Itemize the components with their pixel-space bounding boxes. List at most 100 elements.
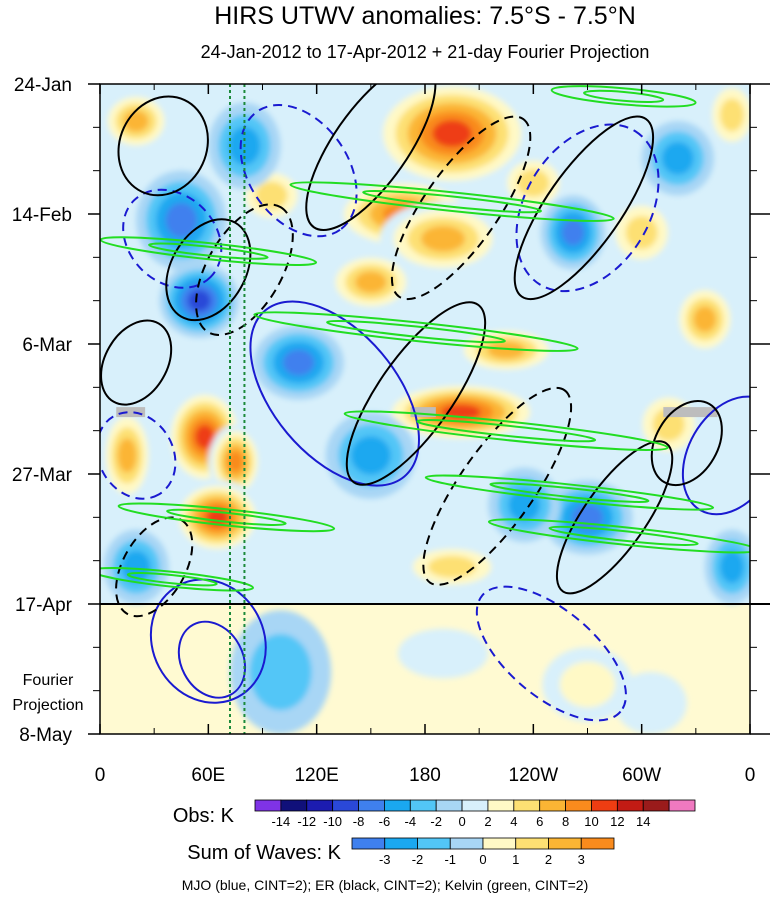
waves-colorbar: -3 -2 -1 0 1 2 3 xyxy=(351,837,615,867)
colorbar-level-label: -14 xyxy=(271,814,290,829)
colorbar-swatch xyxy=(539,799,566,812)
y-tick-label: 24-Jan xyxy=(14,75,72,96)
anomaly-blob xyxy=(719,98,744,132)
anomaly-blob xyxy=(227,451,244,473)
anomaly-layer xyxy=(100,84,750,734)
colorbar-level-label: -2 xyxy=(412,852,424,867)
mjo-contour xyxy=(239,104,358,238)
projection-label-line2: Projection xyxy=(12,697,83,714)
er-contour xyxy=(117,95,209,197)
colorbar-level-label: 12 xyxy=(610,814,624,829)
anomaly-blob xyxy=(123,110,149,132)
anomaly-blob xyxy=(350,436,391,475)
colorbar-level-label: 0 xyxy=(458,814,465,829)
anomaly-blob xyxy=(282,349,315,376)
anomaly-blob xyxy=(428,555,477,578)
colorbar-swatch xyxy=(306,799,334,812)
colorbar-swatch xyxy=(668,799,696,812)
colorbar-level-label: 4 xyxy=(510,814,517,829)
kelvin-contour xyxy=(548,525,699,547)
mjo-contour xyxy=(249,300,420,487)
kelvin-contour xyxy=(166,508,287,526)
missing-data-layer xyxy=(116,407,718,418)
colorbar-level-label: 8 xyxy=(562,814,569,829)
colorbar-swatch xyxy=(461,799,489,812)
anomaly-blob xyxy=(432,120,472,148)
anomaly-blob xyxy=(397,628,489,679)
colorbar-swatch xyxy=(384,837,418,850)
x-axis: 0 60E 120E 180 120W 60W 0 xyxy=(95,84,755,786)
y-tick-label: 6-Mar xyxy=(22,335,72,356)
mjo-contour xyxy=(515,123,660,293)
kelvin-contour xyxy=(489,482,650,503)
kelvin-contour xyxy=(424,474,715,511)
er-contour xyxy=(305,84,437,231)
kelvin-contour xyxy=(487,518,750,554)
er-contour xyxy=(100,319,173,406)
kelvin-contour xyxy=(117,502,336,533)
colorbar-level-label: -2 xyxy=(430,814,442,829)
colorbar-swatch xyxy=(591,799,618,812)
colorbar-swatch xyxy=(351,837,386,850)
colorbar-level-label: -4 xyxy=(405,814,417,829)
kelvin-contour xyxy=(326,319,506,344)
kelvin-contour xyxy=(126,572,218,587)
obs-colorbar: -14 -12 -10 -8 -6 -4 -2 0 2 4 6 8 10 12 14 xyxy=(254,799,696,829)
x-tick-label: 180 xyxy=(409,765,441,786)
er-contour xyxy=(195,203,294,336)
chart-subtitle: 24-Jan-2012 to 17-Apr-2012 + 21-day Four… xyxy=(201,42,650,62)
colorbar-swatch xyxy=(565,799,592,812)
er-contour xyxy=(650,400,723,487)
kelvin-contour xyxy=(100,566,255,592)
obs-colorbar-label: Obs: K xyxy=(173,805,235,827)
chart-title: HIRS UTWV anomalies: 7.5°S - 7.5°N xyxy=(214,2,636,30)
colorbar-level-label: -3 xyxy=(379,852,391,867)
colorbar-level-label: 14 xyxy=(636,814,650,829)
colorbar-swatch xyxy=(487,799,515,812)
wave-contour-layer xyxy=(100,84,750,722)
kelvin-contour xyxy=(550,85,697,108)
anomaly-blob xyxy=(625,216,658,250)
mjo-contour xyxy=(475,585,627,722)
kelvin-contour xyxy=(416,419,597,443)
anomaly-blob xyxy=(719,550,744,584)
mjo-contour xyxy=(149,578,267,704)
colorbar-level-label: 6 xyxy=(536,814,543,829)
kelvin-contour xyxy=(343,410,669,452)
er-contour xyxy=(390,115,532,301)
anomaly-blob xyxy=(487,341,526,359)
colorbar-swatch xyxy=(513,799,541,812)
x-tick-label: 60E xyxy=(191,765,225,786)
anomaly-blob xyxy=(421,225,466,252)
anomaly-blob xyxy=(249,634,312,711)
anomaly-blob xyxy=(117,438,137,473)
colorbar-swatch xyxy=(616,799,644,812)
colorbar-swatch xyxy=(515,837,549,850)
colorbar-level-label: -8 xyxy=(353,814,365,829)
colorbar-swatch xyxy=(642,799,670,812)
colorbar-level-label: -1 xyxy=(444,852,456,867)
kelvin-contour xyxy=(148,242,269,260)
anomaly-blob xyxy=(187,290,211,312)
anomaly-blob xyxy=(693,306,717,333)
colorbar-level-label: 2 xyxy=(545,852,552,867)
colorbar-swatch xyxy=(548,837,582,850)
colorbar-level-label: 10 xyxy=(584,814,598,829)
colorbar-swatch xyxy=(417,837,451,850)
missing-data-bar xyxy=(410,407,436,418)
kelvin-contour xyxy=(289,181,615,222)
x-tick-label: 60W xyxy=(622,765,661,786)
er-contour xyxy=(422,386,573,586)
colorbar-level-label: 2 xyxy=(484,814,491,829)
anomaly-blob xyxy=(355,271,387,293)
plot-area xyxy=(100,84,750,734)
y-tick-label: 8-May xyxy=(19,725,72,746)
x-tick-label: 120W xyxy=(509,765,559,786)
colorbar-swatch xyxy=(384,799,411,812)
colorbar-level-label: -6 xyxy=(379,814,391,829)
colorbar-level-label: 1 xyxy=(512,852,519,867)
anomaly-blob xyxy=(661,141,694,175)
reference-lines xyxy=(229,84,246,734)
missing-data-bar xyxy=(663,407,718,418)
